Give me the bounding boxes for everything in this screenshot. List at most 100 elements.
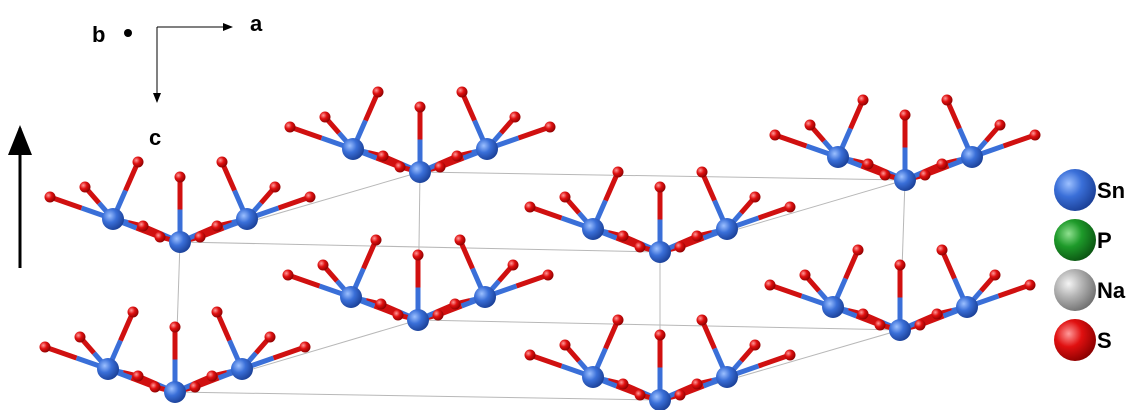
sn-atom bbox=[956, 296, 978, 318]
legend: Sn P Na S bbox=[1054, 169, 1126, 361]
crystal-structure: b a c Sn P Na S bbox=[0, 0, 1136, 410]
sn-atom bbox=[340, 286, 362, 308]
s-atom bbox=[920, 170, 931, 181]
s-atom bbox=[692, 379, 703, 390]
legend-sphere bbox=[1054, 269, 1096, 311]
s-atom bbox=[697, 315, 708, 326]
s-atom bbox=[283, 270, 294, 281]
legend-sphere bbox=[1054, 169, 1096, 211]
s-atom bbox=[675, 242, 686, 253]
s-atom bbox=[613, 167, 624, 178]
s-atom bbox=[415, 102, 426, 113]
s-atom bbox=[545, 122, 556, 133]
cluster bbox=[285, 87, 556, 184]
sn-atom bbox=[582, 366, 604, 388]
s-atom bbox=[560, 192, 571, 203]
s-atom bbox=[697, 167, 708, 178]
s-atom bbox=[510, 112, 521, 123]
sn-atom bbox=[342, 138, 364, 160]
legend-sphere bbox=[1054, 319, 1096, 361]
cluster bbox=[770, 95, 1041, 192]
s-atom bbox=[435, 162, 446, 173]
s-atom bbox=[318, 260, 329, 271]
sn-atom bbox=[231, 358, 253, 380]
legend-sphere bbox=[1054, 219, 1096, 261]
s-atom bbox=[635, 390, 646, 401]
sn-atom bbox=[102, 208, 124, 230]
sn-atom bbox=[407, 309, 429, 331]
s-atom bbox=[207, 371, 218, 382]
s-atom bbox=[858, 95, 869, 106]
s-atom bbox=[895, 260, 906, 271]
s-atom bbox=[150, 382, 161, 393]
s-atom bbox=[393, 310, 404, 321]
s-atom bbox=[750, 192, 761, 203]
cluster bbox=[40, 307, 311, 404]
s-atom bbox=[618, 379, 629, 390]
s-atom bbox=[373, 87, 384, 98]
s-atom bbox=[40, 342, 51, 353]
clusters bbox=[40, 87, 1041, 410]
legend-label: Sn bbox=[1097, 178, 1125, 203]
s-atom bbox=[133, 157, 144, 168]
s-atom bbox=[80, 182, 91, 193]
s-atom bbox=[455, 235, 466, 246]
s-atom bbox=[525, 350, 536, 361]
sn-atom bbox=[97, 358, 119, 380]
sn-atom bbox=[961, 146, 983, 168]
s-atom bbox=[655, 330, 666, 341]
sn-atom bbox=[476, 138, 498, 160]
cluster bbox=[525, 167, 796, 264]
sn-atom bbox=[236, 208, 258, 230]
s-atom bbox=[880, 170, 891, 181]
s-atom bbox=[858, 309, 869, 320]
axis-c: c bbox=[149, 125, 161, 150]
cluster bbox=[765, 245, 1036, 342]
sn-atom bbox=[409, 161, 431, 183]
s-atom bbox=[45, 192, 56, 203]
s-atom bbox=[990, 270, 1001, 281]
s-atom bbox=[655, 182, 666, 193]
s-atom bbox=[195, 232, 206, 243]
s-atom bbox=[378, 151, 389, 162]
sn-atom bbox=[474, 286, 496, 308]
s-atom bbox=[376, 299, 387, 310]
axis-indicator: b a c bbox=[92, 11, 263, 150]
s-atom bbox=[175, 172, 186, 183]
s-atom bbox=[212, 307, 223, 318]
s-atom bbox=[170, 322, 181, 333]
sn-atom bbox=[649, 389, 671, 410]
s-atom bbox=[457, 87, 468, 98]
legend-label: Na bbox=[1097, 278, 1126, 303]
s-atom bbox=[300, 342, 311, 353]
s-atom bbox=[155, 232, 166, 243]
s-atom bbox=[270, 182, 281, 193]
s-atom bbox=[618, 231, 629, 242]
sn-atom bbox=[169, 231, 191, 253]
s-atom bbox=[937, 159, 948, 170]
sn-atom bbox=[716, 218, 738, 240]
s-atom bbox=[413, 250, 424, 261]
s-atom bbox=[212, 221, 223, 232]
s-atom bbox=[128, 307, 139, 318]
legend-label: S bbox=[1097, 328, 1112, 353]
s-atom bbox=[133, 371, 144, 382]
sn-atom bbox=[889, 319, 911, 341]
sn-atom bbox=[827, 146, 849, 168]
s-atom bbox=[937, 245, 948, 256]
s-atom bbox=[320, 112, 331, 123]
s-atom bbox=[508, 260, 519, 271]
legend-label: P bbox=[1097, 228, 1112, 253]
s-atom bbox=[942, 95, 953, 106]
s-atom bbox=[1030, 130, 1041, 141]
s-atom bbox=[900, 110, 911, 121]
s-atom bbox=[785, 202, 796, 213]
s-atom bbox=[765, 280, 776, 291]
s-atom bbox=[305, 192, 316, 203]
s-atom bbox=[265, 332, 276, 343]
s-atom bbox=[613, 315, 624, 326]
s-atom bbox=[785, 350, 796, 361]
sn-atom bbox=[894, 169, 916, 191]
s-atom bbox=[750, 340, 761, 351]
s-atom bbox=[371, 235, 382, 246]
